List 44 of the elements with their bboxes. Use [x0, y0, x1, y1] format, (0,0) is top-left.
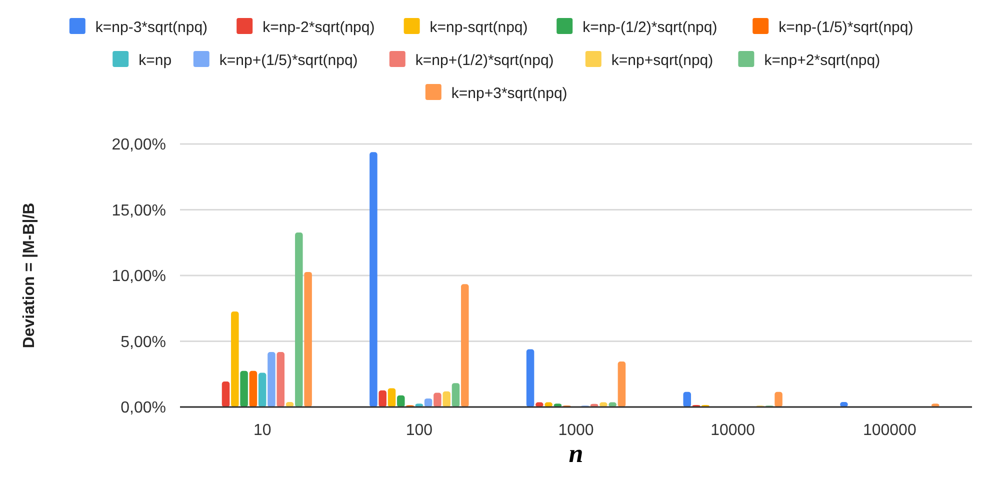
- bar: [396, 395, 405, 407]
- legend-label: k=np-sqrt(npq): [430, 19, 528, 36]
- bar: [240, 370, 248, 407]
- legend-label: k=np-(1/2)*sqrt(npq): [582, 19, 718, 36]
- bar: [683, 392, 692, 407]
- x-axis-title: n: [568, 439, 584, 468]
- y-tick-label: 15,00%: [112, 202, 166, 220]
- legend-label: k=np+2*sqrt(npq): [764, 52, 880, 69]
- x-tick-label: 100000: [862, 422, 916, 439]
- bar: [442, 391, 450, 407]
- bar: [276, 352, 285, 407]
- legend-label: k=np+(1/5)*sqrt(npq): [219, 52, 358, 69]
- bar: [268, 352, 276, 407]
- bar: [231, 312, 239, 407]
- bar: [460, 284, 469, 407]
- legend-label: k=np-(1/5)*sqrt(npq): [778, 19, 914, 36]
- y-tick-label: 0,00%: [120, 400, 166, 417]
- legend-label: k=np+3*sqrt(npq): [451, 85, 568, 102]
- x-tick-label: 10000: [710, 422, 756, 439]
- bar: [295, 232, 303, 407]
- legend-label: k=np: [138, 52, 172, 69]
- bar: [452, 383, 460, 407]
- legend-label: k=np-3*sqrt(npq): [95, 19, 208, 36]
- x-tick-label: 100: [406, 422, 433, 439]
- y-tick-label: 10,00%: [112, 268, 166, 286]
- bar: [774, 392, 782, 407]
- bar: [434, 392, 442, 407]
- legend-label: k=np-2*sqrt(npq): [262, 19, 375, 36]
- legend-label: k=np+sqrt(npq): [611, 52, 714, 69]
- y-tick-label: 20,00%: [112, 136, 166, 154]
- legend-label: k=np+(1/2)*sqrt(npq): [415, 52, 554, 69]
- bar: [249, 370, 258, 407]
- bar: [618, 362, 626, 407]
- y-tick-label: 5,00%: [120, 334, 166, 351]
- bar: [378, 390, 386, 407]
- bar: [304, 272, 312, 407]
- bar: [258, 372, 266, 407]
- x-tick-label: 10: [253, 422, 272, 439]
- bar: [370, 152, 378, 407]
- y-axis-title: Deviation = |M-B|/B: [21, 202, 38, 348]
- bar: [222, 381, 230, 407]
- x-tick-label: 1000: [558, 422, 594, 439]
- bar: [526, 349, 534, 407]
- bar: [388, 388, 396, 407]
